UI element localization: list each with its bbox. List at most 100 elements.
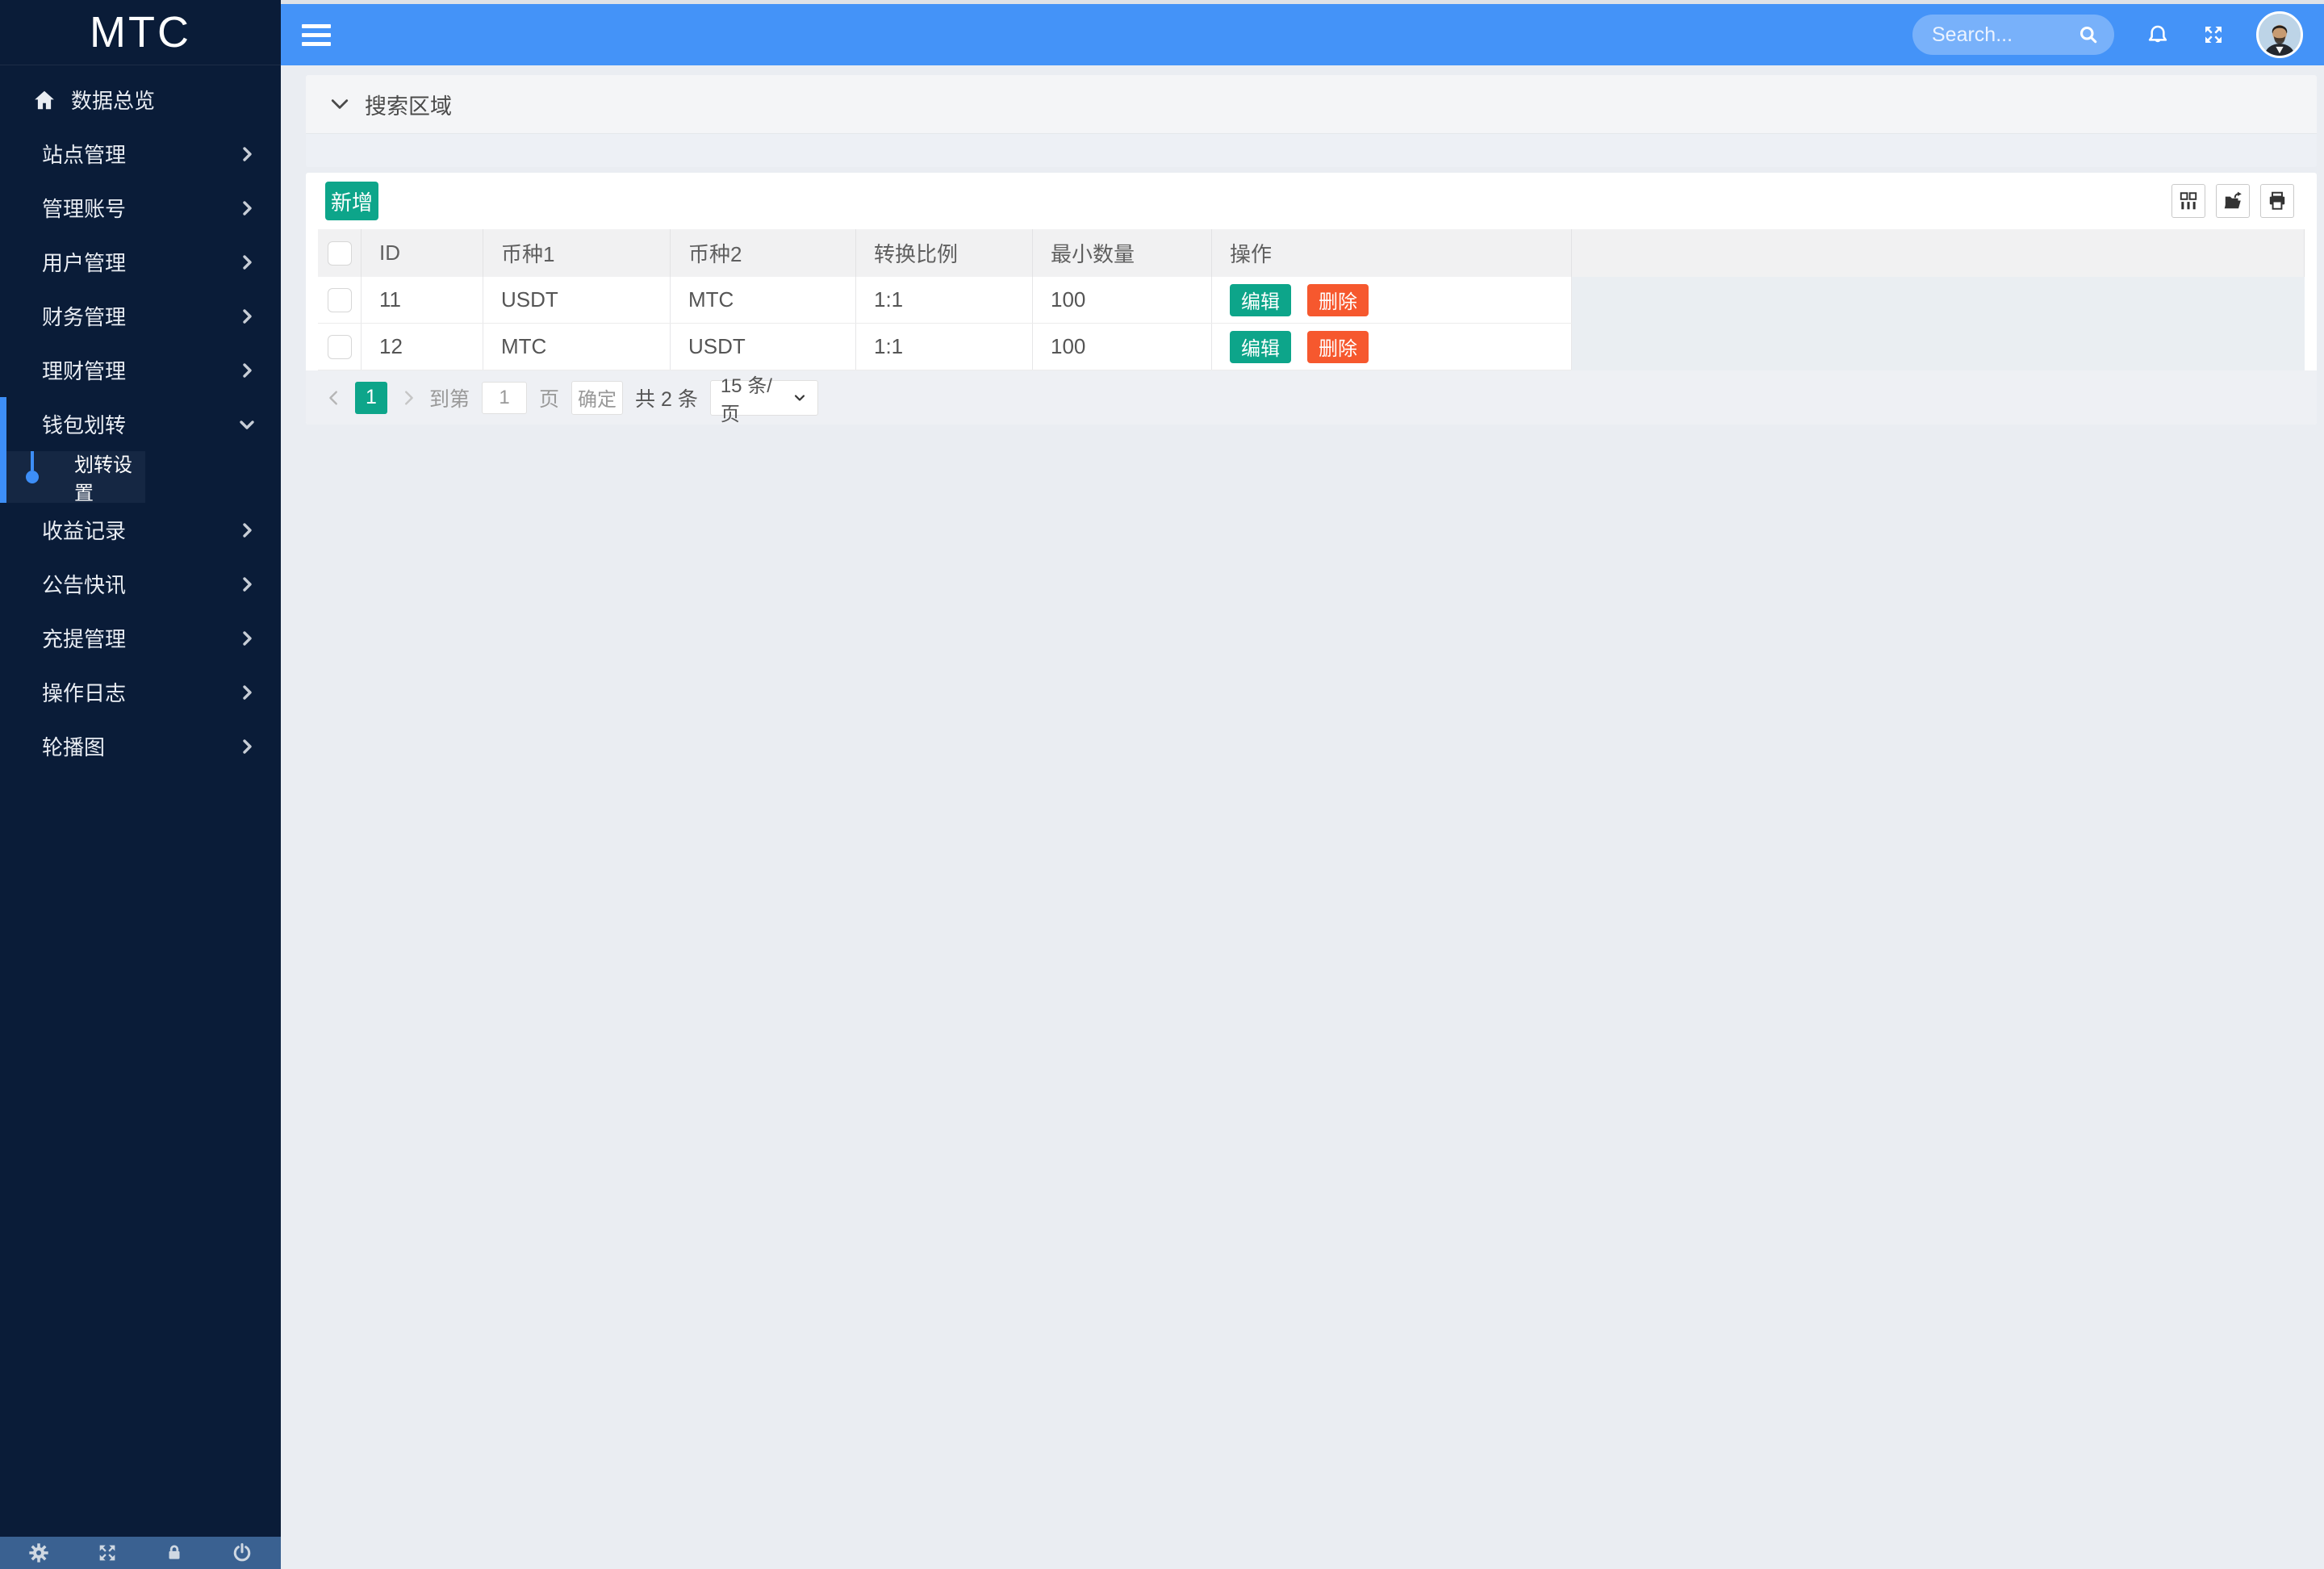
header-cell: ID: [362, 229, 483, 277]
sidebar-item-label: 轮播图: [42, 735, 106, 759]
data-table: ID 币种1 币种2 转换比例 最小数量 操作 11 USDT MTC 1:1 …: [318, 229, 2305, 370]
cell-actions: 编辑 删除: [1212, 277, 1572, 323]
header-cell-filler: [1572, 229, 2305, 277]
chevron-down-icon: [237, 415, 257, 434]
chevron-down-icon: [328, 92, 352, 116]
bell-icon[interactable]: [2145, 22, 2171, 48]
table-toolbar: 新增: [306, 173, 2317, 229]
row-checkbox[interactable]: [327, 334, 352, 359]
chevron-right-icon: [237, 361, 257, 380]
app-logo: MTC: [0, 0, 281, 65]
row-checkbox[interactable]: [327, 287, 352, 312]
cell-select: [318, 324, 362, 370]
goto-page-input[interactable]: [482, 381, 528, 414]
sidebar-item-announcements[interactable]: 公告快讯: [0, 557, 281, 611]
gear-icon[interactable]: [27, 1542, 50, 1564]
sidebar-nav: 数据总览 站点管理 管理账号 用户管理 财务管理 理财: [0, 65, 281, 773]
sidebar-item-label: 用户管理: [42, 251, 127, 275]
chevron-right-icon: [237, 521, 257, 540]
submenu-dot-icon: [26, 471, 39, 483]
edit-button[interactable]: 编辑: [1230, 283, 1291, 316]
sidebar-item-admin-accounts[interactable]: 管理账号: [0, 181, 281, 235]
sidebar-item-finance-management[interactable]: 财务管理: [0, 289, 281, 343]
chevron-right-icon: [237, 575, 257, 594]
content-area: 搜索区域 新增: [281, 0, 2324, 425]
home-icon: [32, 88, 56, 112]
search-panel-body: [306, 134, 2317, 167]
table-card: 新增: [306, 173, 2317, 425]
header-cell: 最小数量: [1033, 229, 1212, 277]
cell-coin1: USDT: [483, 277, 671, 323]
lock-icon[interactable]: [164, 1542, 185, 1563]
cell-ratio: 1:1: [856, 324, 1033, 370]
sidebar-footer: [0, 1537, 281, 1569]
header-cell: 转换比例: [856, 229, 1033, 277]
cell-select: [318, 277, 362, 323]
table-tool-icons: [2171, 184, 2294, 218]
search-panel-header[interactable]: 搜索区域: [306, 75, 2317, 134]
chevron-right-icon: [237, 199, 257, 218]
header-cell-select: [318, 229, 362, 277]
pagination-bar: 1 到第 页 确定 共 2 条 15 条/页: [306, 370, 2317, 425]
search-input[interactable]: [1932, 23, 2077, 47]
goto-confirm-button[interactable]: 确定: [571, 380, 624, 415]
submenu-connector: [31, 451, 34, 471]
sidebar: MTC 数据总览 站点管理 管理账号 用户管理 财务管理: [0, 0, 281, 1569]
chevron-right-icon: [237, 737, 257, 756]
select-all-checkbox[interactable]: [327, 241, 352, 266]
chevron-down-icon: [792, 390, 808, 406]
table-row: 12 MTC USDT 1:1 100 编辑 删除: [318, 324, 1572, 370]
delete-button[interactable]: 删除: [1307, 330, 1369, 363]
print-icon[interactable]: [2260, 184, 2294, 218]
cell-id: 12: [362, 324, 483, 370]
cell-actions: 编辑 删除: [1212, 324, 1572, 370]
sidebar-item-deposit-withdraw[interactable]: 充提管理: [0, 611, 281, 665]
cell-coin1: MTC: [483, 324, 671, 370]
sidebar-item-overview[interactable]: 数据总览: [0, 73, 281, 127]
sidebar-item-carousel[interactable]: 轮播图: [0, 719, 281, 773]
sidebar-item-label: 公告快讯: [42, 573, 127, 597]
cell-ratio: 1:1: [856, 277, 1033, 323]
sidebar-item-user-management[interactable]: 用户管理: [0, 235, 281, 289]
columns-icon[interactable]: [2171, 184, 2205, 218]
goto-prefix-label: 到第: [429, 387, 470, 411]
sidebar-subitem-transfer-settings[interactable]: 划转设置: [6, 451, 145, 504]
sidebar-item-operation-logs[interactable]: 操作日志: [0, 665, 281, 719]
menu-toggle-icon[interactable]: [302, 23, 331, 46]
next-page-icon[interactable]: [399, 389, 417, 407]
add-button[interactable]: 新增: [325, 182, 378, 220]
export-icon[interactable]: [2216, 184, 2250, 218]
sidebar-item-wealth-management[interactable]: 理财管理: [0, 343, 281, 397]
chevron-right-icon: [237, 683, 257, 702]
prev-page-icon[interactable]: [325, 389, 343, 407]
edit-button[interactable]: 编辑: [1230, 330, 1291, 363]
power-icon[interactable]: [231, 1542, 253, 1564]
sidebar-item-label: 理财管理: [42, 359, 127, 383]
sidebar-item-wallet-transfer[interactable]: 钱包划转: [0, 397, 281, 451]
search-box: [1912, 15, 2114, 55]
sidebar-item-label: 管理账号: [42, 197, 127, 221]
sidebar-item-earnings-records[interactable]: 收益记录: [0, 503, 281, 557]
delete-button[interactable]: 删除: [1307, 283, 1369, 316]
chevron-right-icon: [237, 307, 257, 326]
header-cell: 操作: [1212, 229, 1572, 277]
sidebar-item-label: 站点管理: [42, 143, 127, 167]
sidebar-item-site-management[interactable]: 站点管理: [0, 127, 281, 181]
sidebar-item-label: 操作日志: [42, 681, 127, 705]
cell-min: 100: [1033, 324, 1212, 370]
top-strip: [281, 0, 2324, 4]
search-panel-title: 搜索区域: [365, 94, 452, 119]
fullscreen-icon[interactable]: [2201, 23, 2226, 47]
topbar-right: [1912, 11, 2303, 58]
table-header-row: ID 币种1 币种2 转换比例 最小数量 操作: [318, 229, 2305, 277]
search-icon[interactable]: [2077, 23, 2100, 46]
sidebar-item-label: 收益记录: [42, 519, 127, 543]
search-panel: 搜索区域: [306, 75, 2317, 167]
fullscreen-icon[interactable]: [96, 1542, 119, 1564]
page-number-button[interactable]: 1: [355, 381, 387, 414]
sidebar-item-label: 充提管理: [42, 627, 127, 651]
page-size-select[interactable]: 15 条/页: [709, 375, 818, 425]
avatar[interactable]: [2256, 11, 2303, 58]
sidebar-item-label: 数据总览: [71, 89, 156, 113]
sidebar-item-label: 财务管理: [42, 305, 127, 329]
